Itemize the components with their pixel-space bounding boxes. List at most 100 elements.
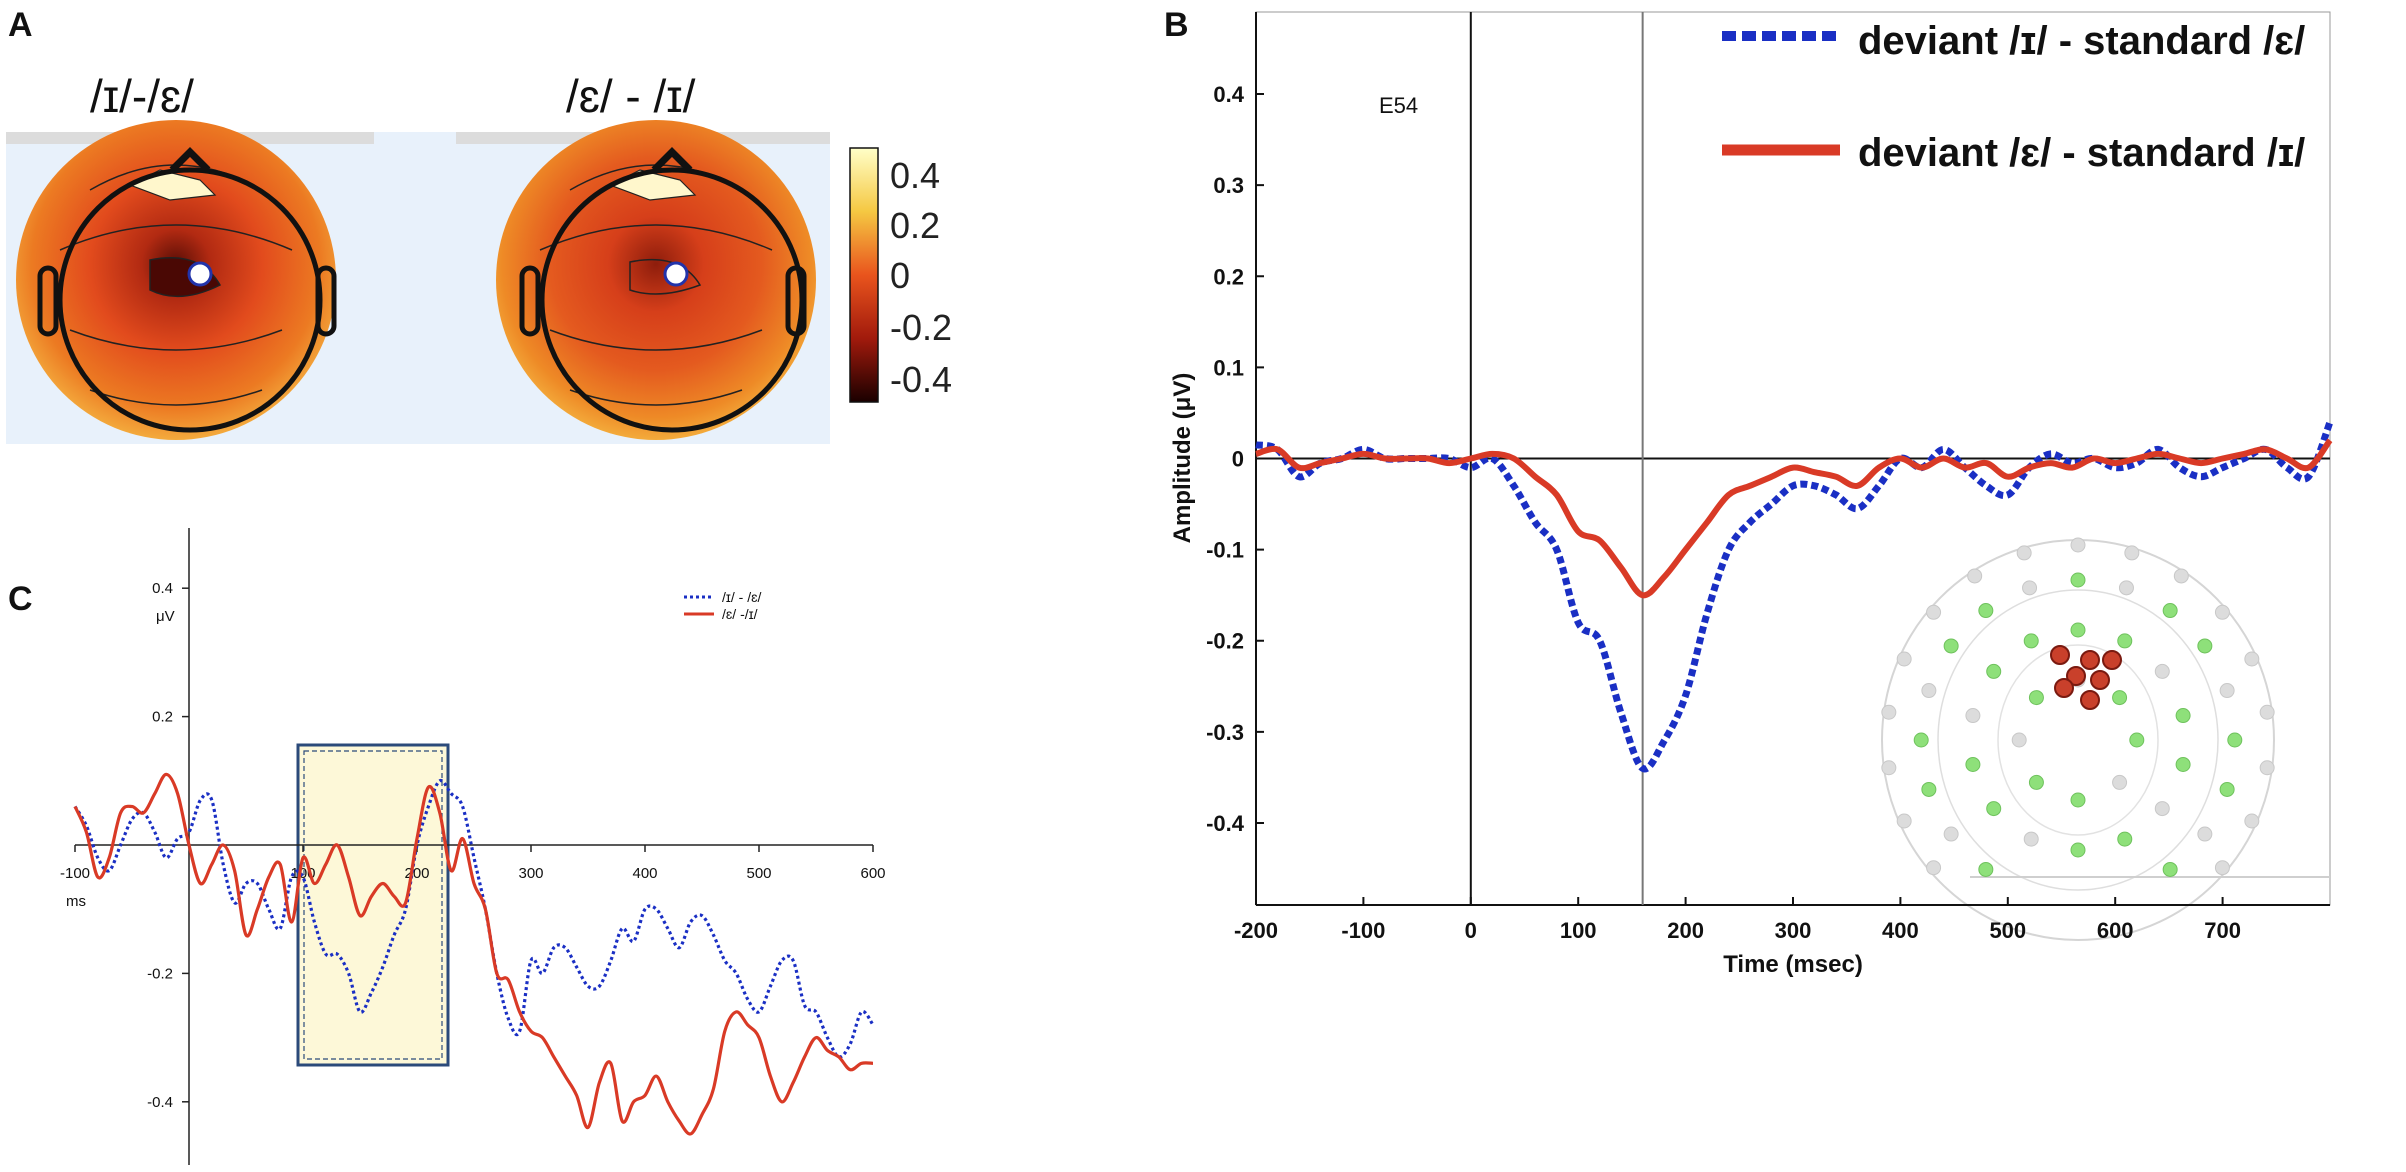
montage-electrode [2175,708,2191,724]
chart-b-ytick-label: 0.4 [1213,82,1244,107]
montage-electrode [2197,826,2213,842]
chart-b-ytick-label: -0.3 [1206,720,1244,745]
montage-ring [1937,589,2219,891]
montage-electrode [1943,638,1959,654]
montage-electrode [2028,774,2044,790]
map-2-title: /ɛ/ - /ɪ/ [566,70,696,122]
montage-electrode [1965,756,1981,772]
electrode-montage-inset [1881,537,2330,941]
chart-b-legend: deviant /ɪ/ - standard /ɛ/ deviant /ɛ/ -… [1722,19,2305,175]
chart-c-xtick-label: 400 [632,865,657,882]
montage-roi-electrode [2102,650,2122,670]
montage-electrode [1921,683,1937,699]
colorbar-tick: -0.2 [890,307,952,348]
montage-roi-electrode [2054,678,2074,698]
chart-c-xtick-label: 600 [860,865,885,882]
chart-b-xtick-label: 300 [1775,918,1812,943]
panel-a-label: A [8,6,33,44]
montage-electrode [2129,732,2145,748]
montage-electrode [2118,580,2134,596]
montage-electrode [2023,831,2039,847]
chart-b-series-blue [1255,420,2334,773]
montage-electrode [2112,690,2128,706]
montage-electrode [2070,622,2086,638]
topomap-1 [16,120,337,440]
chart-b-ylabel: Amplitude (μV) [1169,373,1196,544]
chart-c-legend-label-blue: /ɪ/ - /ɛ/ [722,589,762,605]
colorbar-tick: 0.2 [890,205,940,246]
chart-b-ytick-label: -0.1 [1206,538,1244,563]
montage-electrode [2162,861,2178,877]
chart-c-ytick-label: -0.2 [147,965,173,982]
montage-electrode [2070,537,2086,553]
montage-electrode [2173,568,2189,584]
montage-electrode [2197,638,2213,654]
chart-c-ytick-label: 0.4 [152,580,173,597]
montage-electrode [1921,781,1937,797]
montage-electrode [2112,774,2128,790]
chart-b-xtick-label: 100 [1560,918,1597,943]
chart-b-ytick-label: -0.4 [1206,811,1245,836]
montage-electrode [2175,756,2191,772]
montage-electrode [1896,813,1912,829]
colorbar-tick: -0.4 [890,359,952,400]
chart-c-xtick-label: -100 [60,865,90,882]
chart-b-xtick-label: 500 [1989,918,2026,943]
panel-c: C ms μV /ɪ/ - /ɛ/ /ɛ/ -/ɪ/ -100 100 200 300… [8,528,886,1165]
chart-b-xtick-label: -100 [1341,918,1385,943]
chart-b-xtick-label: 0 [1465,918,1477,943]
chart-c: ms μV /ɪ/ - /ɛ/ /ɛ/ -/ɪ/ -100 100 200 300 40… [60,528,886,1165]
montage-ring [1997,644,2159,836]
montage-electrode [2154,801,2170,817]
panel-a: A /ɪ/-/ɛ/ /ɛ/ - /ɪ/ [6,6,952,444]
montage-electrode [2219,683,2235,699]
montage-electrode [2154,663,2170,679]
chart-c-ytick-label: 0.2 [152,709,173,726]
montage-electrode [1978,603,1994,619]
electrode-e54-marker [663,261,689,287]
montage-electrode [1986,663,2002,679]
montage-electrode [2023,633,2039,649]
montage-electrode [2016,545,2032,561]
montage-electrode [2244,813,2260,829]
montage-outline [1881,539,2275,941]
montage-electrode [1978,861,1994,877]
montage-roi-electrode [2066,666,2086,686]
chart-c-ylabel: μV [156,608,175,625]
colorbar-tick: 0 [890,255,910,296]
montage-electrode [1881,760,1897,776]
montage-electrode [1913,732,1929,748]
montage-electrode [2227,732,2243,748]
chart-b-xtick-label: 700 [2204,918,2241,943]
montage-electrode [2214,604,2230,620]
montage-electrode [2022,580,2038,596]
chart-c-xtick-label: 300 [518,865,543,882]
chart-b-xtick-label: -200 [1234,918,1278,943]
montage-roi-electrode [2050,645,2070,665]
chart-c-highlight-window [296,743,450,1067]
montage-electrode [1967,568,1983,584]
chart-b-legend-label-red: deviant /ɛ/ - standard /ɪ/ [1858,131,2305,175]
montage-electrode [1965,708,1981,724]
chart-b-ytick-label: 0.1 [1213,355,1244,380]
montage-electrode [2219,781,2235,797]
chart-b-series-red [1255,438,2333,599]
chart-b-ytick-label: 0 [1232,447,1244,472]
chart-b: E54 Time (msec) Amplitude (μV) deviant /… [1169,11,2334,978]
panel-b: B E54 Time (msec) Amplitude (μV) deviant… [1164,6,2334,978]
montage-electrode [1926,860,1942,876]
chart-c-xtick-label: 500 [746,865,771,882]
chart-c-legend-label-red: /ɛ/ -/ɪ/ [722,606,758,622]
map-1-title: /ɪ/-/ɛ/ [90,70,194,122]
chart-b-ytick-label: 0.3 [1213,173,1244,198]
montage-electrode [2162,603,2178,619]
panel-c-label: C [8,580,33,618]
montage-roi-electrode [2090,670,2110,690]
montage-electrode [2070,572,2086,588]
chart-c-series-red [73,772,874,1136]
montage-roi-electrode [2080,690,2100,710]
chart-b-ytick-label: 0.2 [1213,264,1244,289]
colorbar: 0.4 0.2 0 -0.2 -0.4 [849,147,952,403]
